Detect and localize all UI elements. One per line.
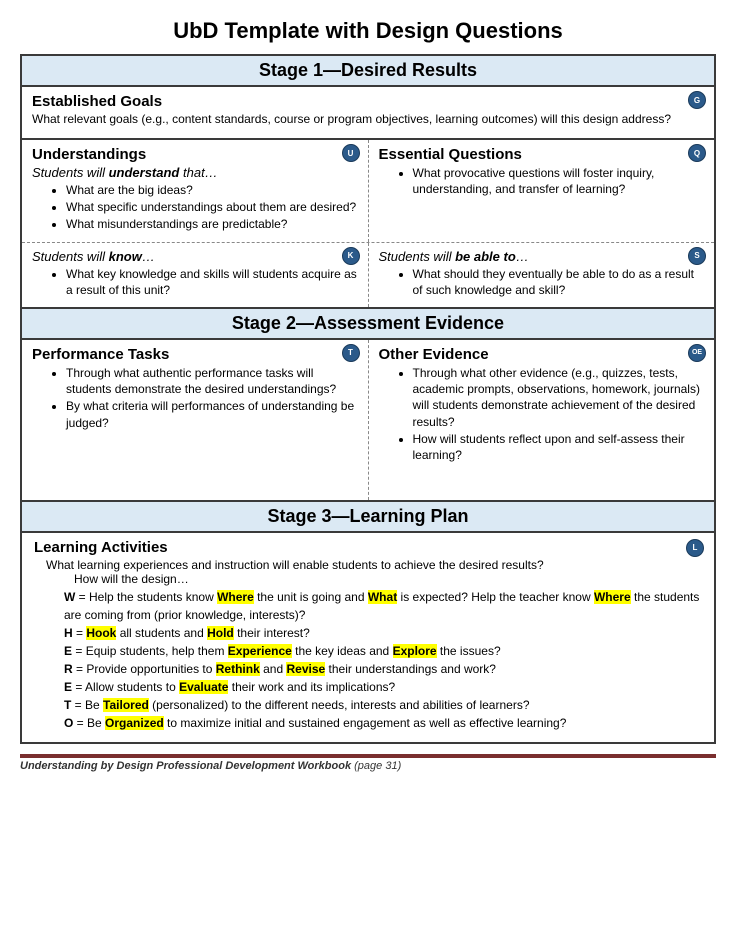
performance-tasks: T Performance Tasks Through what authent… — [22, 340, 369, 500]
la-line-h: H = Hook all students and Hold their int… — [44, 624, 702, 642]
la-line-e1: E = Equip students, help them Experience… — [44, 642, 702, 660]
badge-u: U — [342, 144, 360, 162]
questions-title: Essential Questions — [379, 146, 705, 163]
other-list: Through what other evidence (e.g., quizz… — [379, 365, 705, 463]
list-item: By what criteria will performances of un… — [66, 398, 358, 430]
badge-q: Q — [688, 144, 706, 162]
learning-activities: L Learning Activities What learning expe… — [22, 533, 714, 742]
la-line-w: W = Help the students know Where the uni… — [44, 588, 702, 624]
stage1-header: Stage 1—Desired Results — [22, 56, 714, 87]
know: K Students will know… What key knowledge… — [22, 243, 369, 307]
stage3-header: Stage 3—Learning Plan — [22, 500, 714, 533]
badge-l: L — [686, 539, 704, 557]
stage2-row: T Performance Tasks Through what authent… — [22, 340, 714, 500]
understandings-questions-row: U Understandings Students will understan… — [22, 138, 714, 242]
able-subhead: Students will be able to… — [379, 249, 705, 264]
able-to: S Students will be able to… What should … — [369, 243, 715, 307]
la-title: Learning Activities — [34, 539, 702, 556]
questions-list: What provocative questions will foster i… — [379, 165, 705, 197]
list-item: What specific understandings about them … — [66, 199, 358, 215]
la-how: How will the design… — [34, 572, 702, 586]
tasks-list: Through what authentic performance tasks… — [32, 365, 358, 431]
footer-rule — [20, 754, 716, 758]
badge-k: K — [342, 247, 360, 265]
page-title: UbD Template with Design Questions — [20, 18, 716, 44]
badge-oe: OE — [688, 344, 706, 362]
badge-g: G — [688, 91, 706, 109]
la-intro: What learning experiences and instructio… — [34, 558, 702, 572]
understandings-list: What are the big ideas? What specific un… — [32, 182, 358, 233]
list-item: How will students reflect upon and self-… — [413, 431, 705, 463]
able-list: What should they eventually be able to d… — [379, 266, 705, 298]
goals-title: Established Goals — [32, 93, 704, 110]
list-item: What are the big ideas? — [66, 182, 358, 198]
la-line-o: O = Be Organized to maximize initial and… — [44, 714, 702, 732]
understandings: U Understandings Students will understan… — [22, 140, 369, 242]
badge-t: T — [342, 344, 360, 362]
list-item: What should they eventually be able to d… — [413, 266, 705, 298]
know-subhead: Students will know… — [32, 249, 358, 264]
other-evidence: OE Other Evidence Through what other evi… — [369, 340, 715, 500]
template-container: Stage 1—Desired Results G Established Go… — [20, 54, 716, 744]
tasks-title: Performance Tasks — [32, 346, 358, 363]
understandings-title: Understandings — [32, 146, 358, 163]
know-list: What key knowledge and skills will stude… — [32, 266, 358, 298]
know-able-row: K Students will know… What key knowledge… — [22, 242, 714, 307]
footer: Understanding by Design Professional Dev… — [20, 760, 716, 772]
stage2-header: Stage 2—Assessment Evidence — [22, 307, 714, 340]
badge-s: S — [688, 247, 706, 265]
list-item: What provocative questions will foster i… — [413, 165, 705, 197]
la-line-t: T = Be Tailored (personalized) to the di… — [44, 696, 702, 714]
goals-prompt: What relevant goals (e.g., content stand… — [32, 112, 704, 126]
list-item: What misunderstandings are predictable? — [66, 216, 358, 232]
la-line-r: R = Provide opportunities to Rethink and… — [44, 660, 702, 678]
understandings-subhead: Students will understand that… — [32, 165, 358, 180]
other-title: Other Evidence — [379, 346, 705, 363]
list-item: Through what authentic performance tasks… — [66, 365, 358, 397]
essential-questions: Q Essential Questions What provocative q… — [369, 140, 715, 242]
la-line-e2: E = Allow students to Evaluate their wor… — [44, 678, 702, 696]
established-goals: G Established Goals What relevant goals … — [22, 87, 714, 138]
list-item: Through what other evidence (e.g., quizz… — [413, 365, 705, 430]
list-item: What key knowledge and skills will stude… — [66, 266, 358, 298]
